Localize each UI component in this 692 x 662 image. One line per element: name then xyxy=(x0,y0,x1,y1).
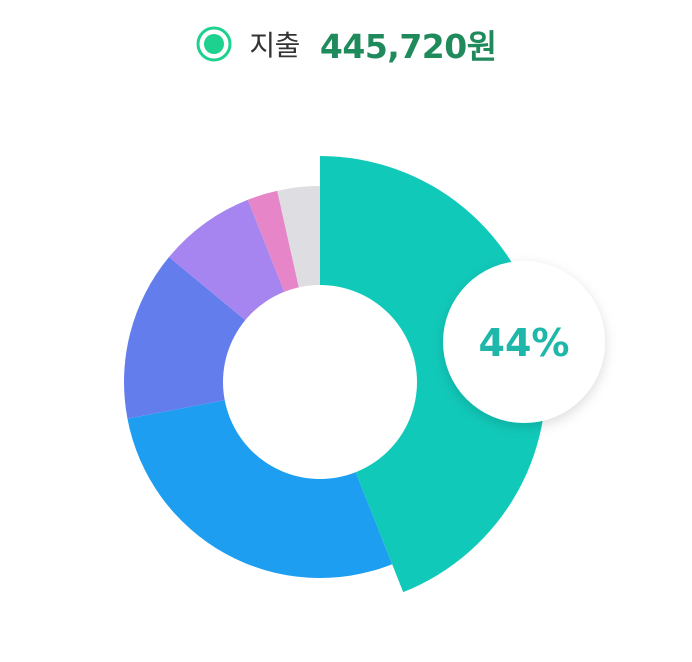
highlight-bubble: 44% xyxy=(443,261,605,423)
expense-label: 지출 xyxy=(249,29,300,62)
expense-amount: 445,720원 xyxy=(319,27,497,66)
donut-slice-1[interactable] xyxy=(320,156,547,593)
summary-header: 지출 445,720원 xyxy=(0,14,692,74)
radio-selected-icon[interactable] xyxy=(195,25,233,63)
highlight-percent-label: 44% xyxy=(479,321,570,365)
donut-hole xyxy=(223,285,417,479)
